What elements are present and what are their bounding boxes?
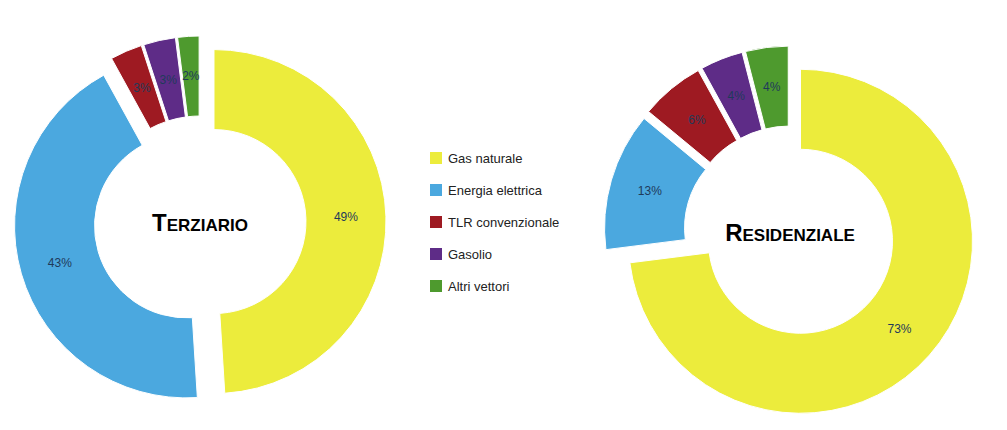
slice-group: 4%	[745, 46, 788, 129]
slice-group: 2%	[178, 36, 200, 117]
legend-label: Gasolio	[448, 247, 492, 262]
legend-swatch	[430, 280, 442, 292]
data-label: 4%	[763, 80, 781, 94]
slices: 73% 13% 6% 4% 4%	[605, 46, 973, 413]
slices: 49% 43% 3% 3% 2%	[15, 36, 386, 398]
legend-label: Gas naturale	[448, 151, 522, 166]
chart-title: Terziario	[152, 209, 248, 236]
slice-group: 73%	[630, 69, 973, 413]
legend: Gas naturale Energia elettrica TLR convenz…	[430, 151, 559, 294]
data-label: 49%	[334, 210, 358, 224]
slice	[15, 75, 198, 398]
legend-swatch	[430, 184, 442, 196]
legend-swatch	[430, 216, 442, 228]
slice	[630, 69, 973, 413]
legend-label: Altri vettori	[448, 279, 510, 294]
slice	[178, 36, 200, 117]
data-label: 43%	[48, 256, 72, 270]
data-label: 2%	[182, 69, 200, 83]
data-label: 3%	[159, 73, 177, 87]
legend-label: Energia elettrica	[448, 183, 543, 198]
chart-root: 49% 43% 3% 3% 2% Terziario Gas naturale Energia…	[0, 0, 1007, 430]
slice	[745, 46, 788, 129]
legend-label: TLR convenzionale	[448, 215, 559, 230]
data-label: 4%	[728, 89, 746, 103]
chart-title: Residenziale	[725, 219, 855, 246]
legend-swatch	[430, 248, 442, 260]
legend-swatch	[430, 152, 442, 164]
data-label: 6%	[688, 113, 706, 127]
slice-group: 43%	[15, 75, 198, 398]
data-label: 73%	[888, 322, 912, 336]
data-label: 13%	[638, 184, 662, 198]
pie-chart: 73% 13% 6% 4% 4% Residenziale	[605, 46, 973, 413]
pie-chart: 49% 43% 3% 3% 2% Terziario	[15, 36, 386, 398]
data-label: 3%	[133, 81, 151, 95]
